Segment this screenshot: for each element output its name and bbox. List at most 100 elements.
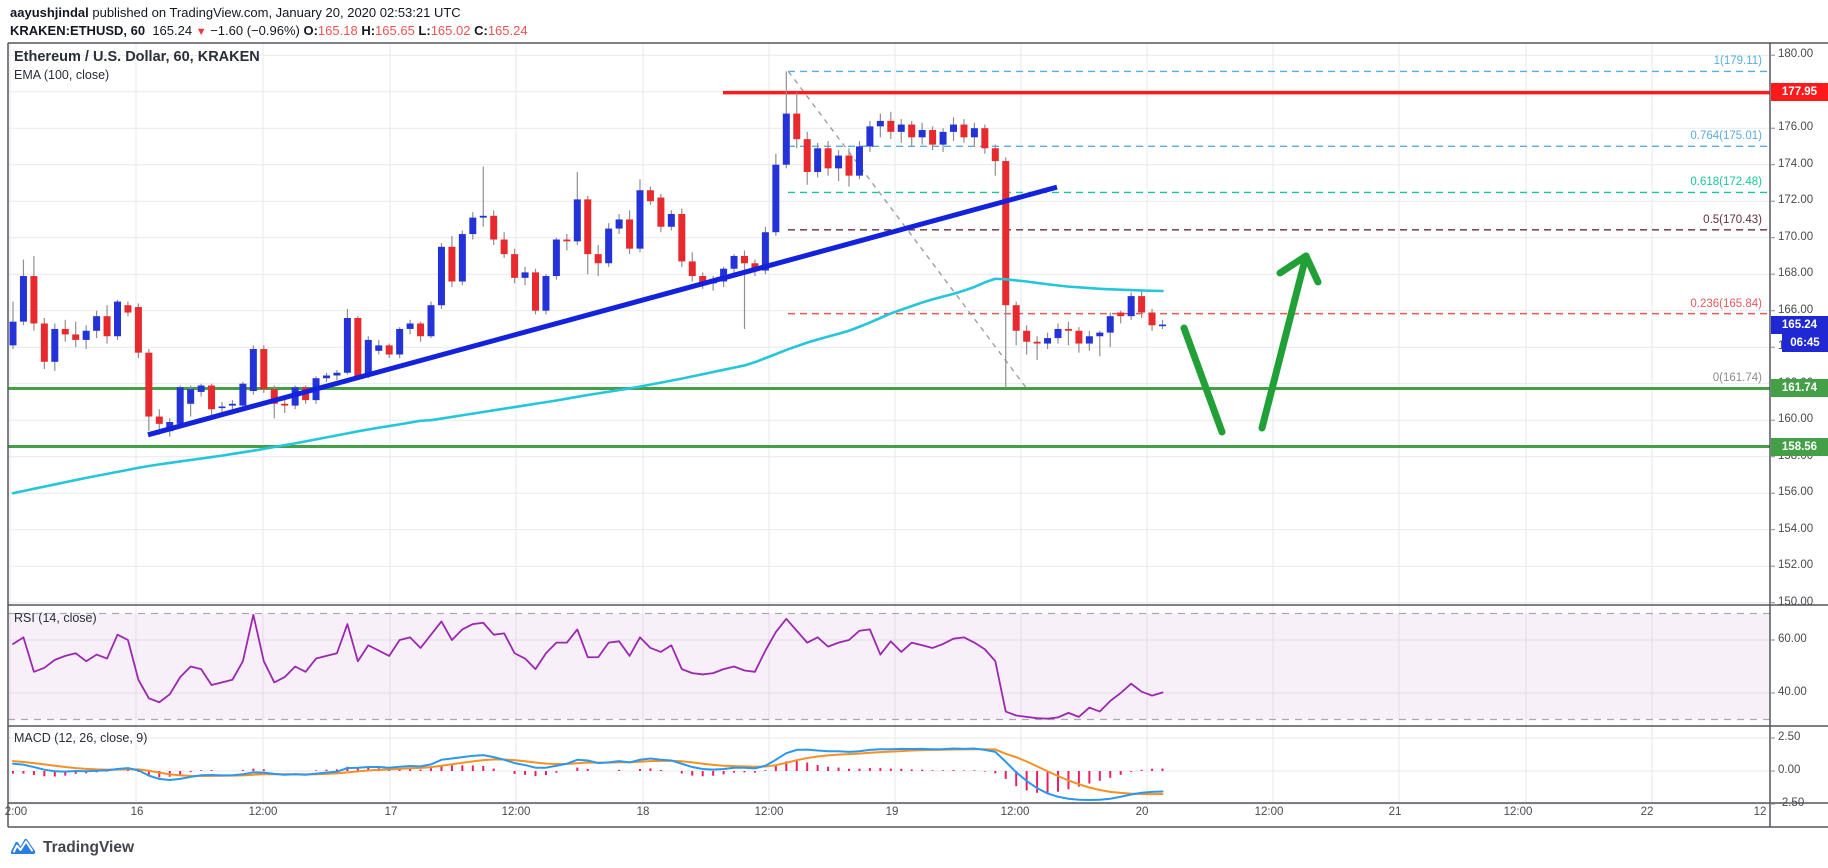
candle-up <box>667 213 675 227</box>
time-axis-label: 22 <box>1640 806 1654 818</box>
fib-zero-price-label: 161.74 <box>1771 379 1828 397</box>
tradingview-logo[interactable]: TradingView <box>10 838 134 858</box>
ema-legend[interactable]: EMA (100, close) <box>14 68 110 82</box>
candle-down <box>824 148 832 169</box>
price-change: −1.60 (−0.96%) <box>210 23 300 38</box>
candle-down <box>124 305 132 313</box>
price-axis-label: 154.00 <box>1778 522 1814 535</box>
fib-level-label: 1(179.11) <box>1713 55 1762 68</box>
candle-down <box>845 155 853 176</box>
published-text: published on TradingView.com, January 20… <box>88 5 461 20</box>
candle-up <box>835 155 843 169</box>
candle-up <box>939 131 947 145</box>
candle-up <box>437 246 445 306</box>
candle-down <box>1012 305 1020 331</box>
candle-up <box>1159 324 1166 327</box>
time-axis-label: 18 <box>636 806 650 818</box>
candle-up <box>197 385 205 392</box>
macd-axis-label: 0.00 <box>1778 764 1801 776</box>
fib-level-label: 0.618(172.48) <box>1690 176 1762 189</box>
candle-down <box>448 246 456 282</box>
candle-down <box>1064 328 1072 331</box>
candle-up <box>918 130 926 138</box>
candle-up <box>1096 332 1104 337</box>
price-axis-label: 166.00 <box>1778 303 1814 316</box>
candle-up <box>114 301 121 337</box>
macd-axis-label: -2.50 <box>1778 797 1805 809</box>
candle-down <box>981 128 989 149</box>
time-axis-label: 12:00 <box>1254 806 1284 818</box>
candle-down <box>281 403 289 406</box>
time-axis-label: 12:00 <box>754 806 784 818</box>
time-axis-label: 12:00 <box>501 806 531 818</box>
candle-up <box>228 403 236 406</box>
candle-down <box>1002 161 1010 306</box>
publish-info-line: aayushjindal published on TradingView.co… <box>10 5 461 20</box>
candle-down <box>594 254 602 264</box>
time-axis-label: 17 <box>384 806 398 818</box>
candle-up <box>458 234 466 282</box>
price-axis-label: 160.00 <box>1778 413 1814 426</box>
candle-down <box>354 318 362 377</box>
candle-down <box>1138 296 1146 313</box>
time-axis-label: 20 <box>1135 806 1149 818</box>
candle-up <box>1044 338 1052 344</box>
candle-up <box>51 328 59 362</box>
projection-arrowhead <box>1276 252 1310 277</box>
rsi-band <box>8 613 1770 720</box>
candle-up <box>427 305 435 337</box>
candle-down <box>1075 330 1083 344</box>
candle-down <box>908 124 916 138</box>
close-label: C: <box>474 23 488 38</box>
price-axis-label: 156.00 <box>1778 486 1814 499</box>
time-axis-label: 21 <box>1388 806 1402 818</box>
rsi-legend[interactable]: RSI (14, close) <box>14 611 97 625</box>
fib-level-label: 0.764(175.01) <box>1690 130 1762 143</box>
candle-down <box>991 148 999 162</box>
candle-up <box>876 120 884 127</box>
open-label: O: <box>303 23 318 38</box>
candle-down <box>1117 312 1125 317</box>
candle-down <box>646 190 654 202</box>
price-axis-label: 152.00 <box>1778 559 1814 572</box>
candle-up <box>19 276 27 322</box>
price-axis-label: 170.00 <box>1778 230 1814 243</box>
candle-up <box>814 148 822 172</box>
price-axis-label: 180.00 <box>1778 48 1814 61</box>
macd-legend[interactable]: MACD (12, 26, close, 9) <box>14 731 148 745</box>
candle-down <box>134 307 142 353</box>
fib-level-label: 0.236(165.84) <box>1690 297 1762 310</box>
candle-down <box>155 416 163 424</box>
macd-line <box>12 747 1164 802</box>
candle-up <box>1054 328 1062 339</box>
candle-down <box>490 215 498 240</box>
candle-down <box>678 213 686 262</box>
candle-down <box>699 276 707 284</box>
candle-down <box>103 316 111 337</box>
time-axis-label: 19 <box>885 806 899 818</box>
candle-up <box>479 215 487 218</box>
candle-down <box>270 389 278 404</box>
trendline <box>147 184 1058 438</box>
candle-down <box>61 328 69 335</box>
candle-up <box>720 268 728 282</box>
price-axis-label: 174.00 <box>1778 157 1814 170</box>
rsi-axis-label: 40.00 <box>1778 686 1807 698</box>
time-axis-label: 2:00 <box>4 806 28 818</box>
candle-down <box>741 255 748 264</box>
candle-up <box>469 217 477 235</box>
fib-level-label: 0.5(170.43) <box>1703 213 1762 226</box>
symbol-info-line: KRAKEN:ETHUSD, 60 165.24 ▼ −1.60 (−0.96%… <box>10 23 528 38</box>
candle-up <box>343 318 351 373</box>
resistance-price-label: 177.95 <box>1771 83 1828 101</box>
candle-up <box>782 113 790 165</box>
candle-up <box>552 239 560 277</box>
time-axis-label: 12:00 <box>1000 806 1030 818</box>
candle-up <box>855 146 863 176</box>
candle-down <box>260 349 268 390</box>
candle-down <box>72 334 80 340</box>
last-price: 165.24 <box>152 23 193 38</box>
time-axis-label: 12:00 <box>248 806 278 818</box>
